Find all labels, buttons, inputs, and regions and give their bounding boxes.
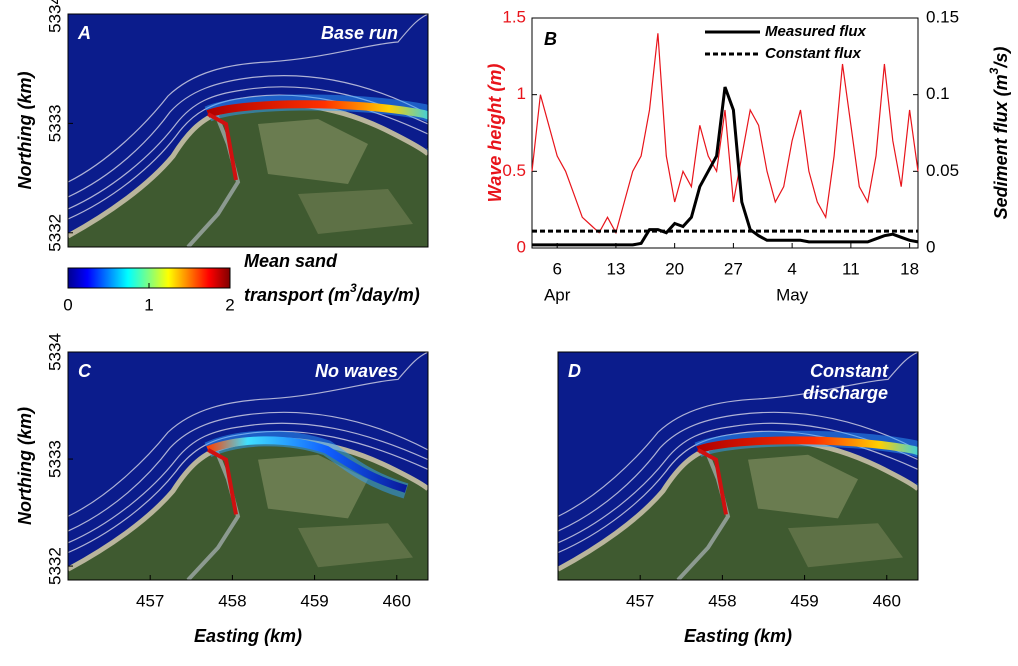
y2-tick-label: 0.05 [926,161,959,180]
text-part: transport (m [244,285,350,305]
x-tick-label: 11 [842,259,860,278]
fields [748,454,858,519]
depth-contour [68,14,428,183]
panel-letter: A [77,23,91,43]
x-tick-label: 27 [724,259,743,278]
map [558,352,918,580]
river [676,449,731,580]
y-tick-label: 1 [517,84,526,103]
colorbar-label: transport (m3/day/m) [244,281,420,305]
panel-letter: D [568,361,581,381]
text-part: /s) [991,47,1011,69]
map-frame [67,13,429,248]
colorbar-tick-label: 0 [63,295,72,314]
map [68,14,428,247]
y-tick-label: 5334 [45,0,64,33]
x-month-label: Apr [544,285,571,304]
panel-title: discharge [803,383,888,403]
fields [258,454,368,519]
fields [788,523,903,568]
river-transport [697,448,728,515]
depth-contour [68,422,428,544]
map-frame [67,351,429,581]
panel-letter: C [78,361,92,381]
x-tick-label: 459 [300,591,328,610]
text-part: Sediment flux (m [991,74,1011,219]
panel-title: Constant [810,361,889,381]
depth-contour [68,352,428,517]
river-transport [207,448,238,515]
panel-title: Base run [321,23,398,43]
panel-letter: B [544,29,557,49]
colorbar-tick-label: 2 [225,295,234,314]
x-tick-label: 20 [665,259,684,278]
text-part: 3 [987,67,1001,74]
x-month-label: May [776,285,809,304]
depth-contour [558,411,918,532]
river [186,113,241,247]
y-tick-label: 5332 [45,547,64,585]
x-tick-label: 458 [218,591,246,610]
y-axis-label: Wave height (m) [485,64,505,203]
text-part: /day/m) [356,285,420,305]
x-tick-label: 460 [873,591,901,610]
y2-tick-label: 0.15 [926,7,959,26]
river [186,449,241,580]
series-line [532,86,919,247]
depth-contour [558,352,918,517]
fields [298,523,413,568]
x-tick-label: 458 [708,591,736,610]
y-tick-label: 0.5 [502,161,526,180]
y2-axis-label: Sediment flux (m3/s) [987,47,1011,220]
y-tick-label: 5333 [45,440,64,478]
y-axis-label: Northing (km) [15,407,35,525]
y2-tick-label: 0.1 [926,84,950,103]
x-tick-label: 13 [606,259,625,278]
panel-title: No waves [315,361,398,381]
colorbar-tick-label: 1 [144,295,153,314]
x-tick-label: 457 [626,591,654,610]
x-tick-label: 460 [383,591,411,610]
x-axis-label: Easting (km) [684,626,792,646]
y2-tick-label: 0 [926,237,935,256]
y-tick-label: 5333 [45,104,64,142]
y-tick-label: 1.5 [502,7,526,26]
fields [258,119,368,184]
fields [298,189,413,234]
y-tick-label: 5334 [45,333,64,371]
x-tick-label: 4 [787,259,796,278]
river-transport [207,112,238,181]
colorbar-label: Mean sand [244,251,338,271]
plot-area [531,17,919,249]
depth-contour [68,75,428,198]
x-tick-label: 457 [136,591,164,610]
legend-label: Constant flux [765,45,861,62]
depth-contour [68,411,428,532]
map [68,352,428,580]
legend-label: Measured flux [765,23,867,40]
y-tick-label: 5332 [45,214,64,252]
x-axis-label: Easting (km) [194,626,302,646]
x-tick-label: 6 [552,259,561,278]
y-axis-label: Northing (km) [15,72,35,190]
text-part: 3 [350,281,357,295]
transport-band [206,436,408,493]
y-tick-label: 0 [517,237,526,256]
transport-band [206,100,428,154]
x-tick-label: 459 [790,591,818,610]
transport-band [696,436,918,489]
x-tick-label: 18 [900,259,919,278]
map-frame [557,351,919,581]
